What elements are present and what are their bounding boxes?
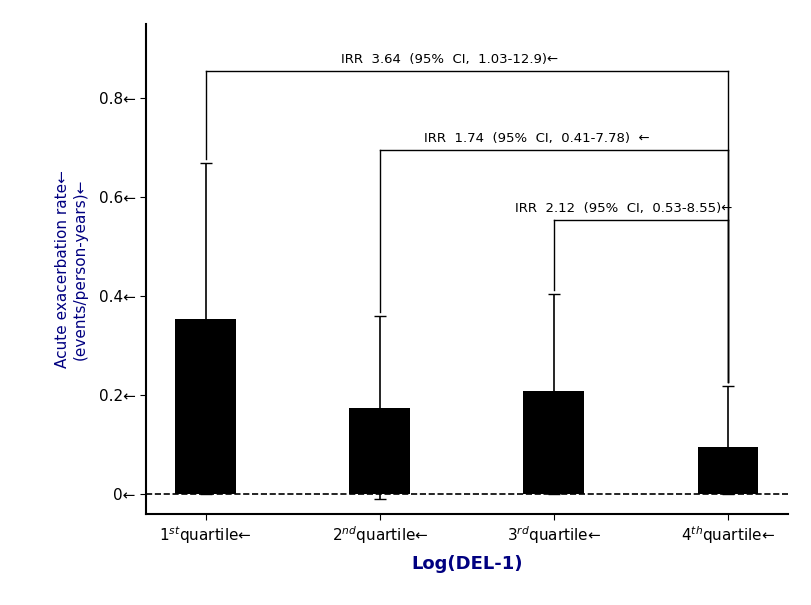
Bar [523,390,584,494]
Bar [349,408,410,494]
Bar [175,319,236,494]
Text: IRR  3.64  (95%  CI,  1.03-12.9)←: IRR 3.64 (95% CI, 1.03-12.9)← [341,53,557,67]
Text: IRR  1.74  (95%  CI,  0.41-7.78)  ←: IRR 1.74 (95% CI, 0.41-7.78) ← [423,132,649,145]
Text: IRR  2.12  (95%  CI,  0.53-8.55)←: IRR 2.12 (95% CI, 0.53-8.55)← [514,202,732,215]
Y-axis label: Acute exacerbation rate←
(events/person-years)←: Acute exacerbation rate← (events/person-… [55,170,88,368]
Bar [697,448,757,494]
X-axis label: Log(DEL-1): Log(DEL-1) [410,555,522,573]
